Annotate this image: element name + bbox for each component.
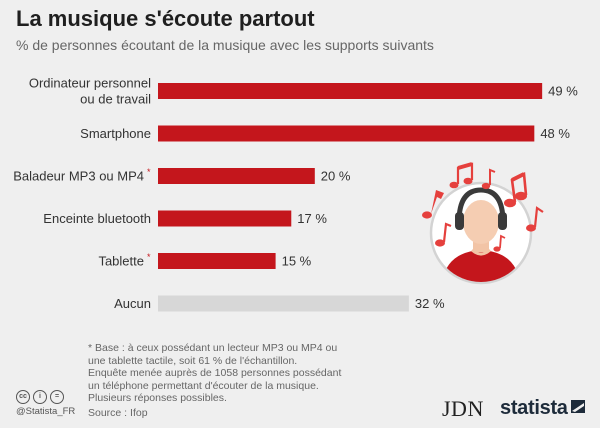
footnote-mark: * bbox=[147, 167, 151, 177]
statista-logo: statista bbox=[500, 397, 568, 419]
value-label: 17 % bbox=[297, 211, 327, 226]
twitter-handle: @Statista_FR bbox=[16, 406, 76, 417]
value-label: 32 % bbox=[415, 296, 445, 311]
footnote: * Base : à ceux possédant un lecteur MP3… bbox=[88, 342, 378, 420]
bars-layer: Ordinateur personnel ou de travail 49 % Sma… bbox=[13, 76, 578, 312]
licence-icons: cc i = bbox=[16, 390, 64, 404]
person-with-headphones-icon bbox=[429, 181, 533, 285]
bar bbox=[158, 83, 543, 99]
value-label: 20 % bbox=[321, 169, 351, 184]
attribution-icon: i bbox=[33, 390, 47, 404]
bar bbox=[158, 253, 276, 269]
chart-subtitle: % de personnes écoutant de la musique av… bbox=[16, 37, 434, 53]
category-label: Enceinte bluetooth bbox=[43, 211, 151, 226]
footnote-text: * Base : à ceux possédant un lecteur MP3… bbox=[88, 342, 342, 405]
bar-chart: Ordinateur personnel ou de travail 49 % Sma… bbox=[13, 76, 578, 312]
category-label: Aucun bbox=[114, 296, 151, 311]
value-label: 49 % bbox=[548, 84, 578, 99]
bar bbox=[158, 125, 535, 142]
music-notes-icon bbox=[422, 162, 544, 252]
category-label: Ordinateur personnel ou de travail bbox=[29, 76, 151, 107]
category-label: Smartphone bbox=[80, 126, 151, 141]
source-text: Source : Ifop bbox=[88, 406, 148, 419]
bar bbox=[158, 210, 292, 227]
no-derivatives-icon: = bbox=[50, 390, 64, 404]
creative-commons-icon: cc bbox=[16, 390, 30, 404]
bar bbox=[158, 168, 315, 184]
jdn-logo: JDN bbox=[442, 396, 484, 421]
statista-logo-icon bbox=[571, 400, 585, 413]
bar bbox=[158, 295, 409, 312]
footnote-mark: * bbox=[147, 252, 151, 262]
value-label: 15 % bbox=[282, 254, 312, 269]
chart-title: La musique s'écoute partout bbox=[16, 6, 315, 31]
category-label: Tablette bbox=[98, 254, 144, 269]
category-label: Baladeur MP3 ou MP4 bbox=[13, 169, 144, 184]
value-label: 48 % bbox=[540, 126, 570, 141]
